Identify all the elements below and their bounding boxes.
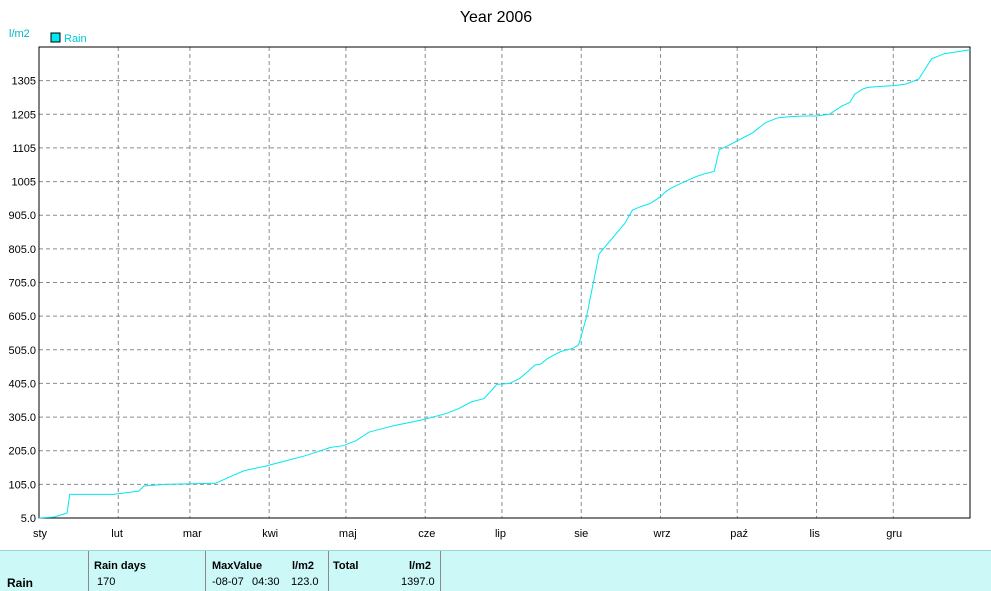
x-axis-ticks: sty lut mar kwi maj cze lip sie wrz paź lis gru (33, 528, 902, 540)
y-tick-label: 1305 (12, 76, 36, 88)
max-value-unit: l/m2 (292, 560, 315, 572)
legend-label: Rain (64, 33, 87, 45)
summary-row-label: Rain (7, 576, 34, 590)
x-tick-label: wrz (653, 528, 671, 540)
max-value-column: MaxValue l/m2 -08-07 04:30 123.0 (206, 551, 329, 591)
x-tick-label: paź (730, 528, 748, 540)
y-tick-label: 5.0 (21, 513, 36, 525)
rain-series-line (38, 49, 971, 519)
y-tick-label: 305.0 (8, 412, 36, 424)
y-tick-label: 905.0 (8, 210, 36, 222)
rain-chart: Year 2006 l/m2 Rain 5.0 105.0 205.0 305.0 40… (8, 9, 971, 540)
total-value: 1397.0 (401, 576, 435, 588)
rain-days-cell (0, 551, 89, 591)
y-tick-label: 805.0 (8, 244, 36, 256)
y-tick-label: 205.0 (8, 446, 36, 458)
y-tick-label: 1205 (12, 109, 36, 121)
y-tick-label: 405.0 (8, 378, 36, 390)
y-tick-label: 1005 (12, 177, 36, 189)
x-tick-label: mar (183, 528, 202, 540)
y-tick-label: 1105 (12, 143, 36, 155)
summary-table: Rain Rain days 170 MaxValue l/m2 -08-07 … (0, 550, 991, 591)
x-tick-label: sie (574, 528, 588, 540)
y-axis-ticks: 5.0 105.0 205.0 305.0 405.0 505.0 605.0 705.0 80… (8, 76, 36, 525)
y-tick-label: 705.0 (8, 278, 36, 290)
gridlines (39, 47, 970, 518)
max-value-date: -08-07 (212, 576, 244, 588)
rain-days-value: 170 (97, 576, 116, 588)
x-tick-label: gru (886, 528, 902, 540)
x-tick-label: maj (339, 528, 357, 540)
rain-days-column: Rain days 170 (89, 551, 206, 591)
x-tick-label: cze (418, 528, 435, 540)
total-column: Total l/m2 1397.0 (329, 551, 441, 591)
total-header: Total (333, 560, 359, 572)
x-tick-label: kwi (262, 528, 278, 540)
y-axis-unit-label: l/m2 (9, 28, 30, 40)
x-tick-label: sty (33, 528, 48, 540)
legend-swatch (50, 32, 61, 43)
max-value-value: 123.0 (291, 576, 319, 588)
rain-days-header: Rain days (94, 560, 146, 572)
x-tick-label: lip (495, 528, 506, 540)
plot-frame (38, 46, 971, 519)
chart-title: Year 2006 (460, 9, 532, 26)
total-unit: l/m2 (409, 560, 432, 572)
y-tick-label: 105.0 (8, 479, 36, 491)
max-value-header: MaxValue (212, 560, 263, 572)
y-tick-label: 605.0 (8, 311, 36, 323)
max-value-time: 04:30 (252, 576, 280, 588)
y-tick-label: 505.0 (8, 345, 36, 357)
x-tick-label: lis (810, 528, 821, 540)
x-tick-label: lut (111, 528, 123, 540)
